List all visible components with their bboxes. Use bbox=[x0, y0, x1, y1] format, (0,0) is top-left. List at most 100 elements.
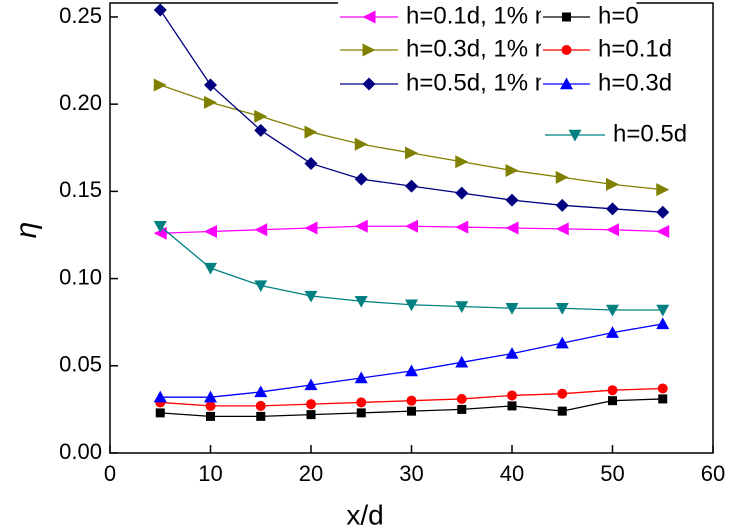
marker bbox=[304, 125, 318, 139]
marker bbox=[407, 406, 416, 416]
marker bbox=[354, 219, 368, 233]
x-tick-label: 40 bbox=[500, 461, 524, 486]
marker bbox=[356, 408, 366, 418]
marker bbox=[204, 390, 217, 403]
marker bbox=[254, 280, 268, 293]
marker bbox=[153, 390, 167, 403]
marker bbox=[354, 296, 368, 308]
marker bbox=[606, 326, 619, 338]
legend-marker bbox=[362, 77, 376, 91]
marker bbox=[455, 155, 469, 169]
marker bbox=[455, 301, 469, 313]
marker bbox=[606, 202, 619, 216]
marker bbox=[155, 408, 165, 418]
marker bbox=[153, 221, 167, 233]
y-tick-label: 0.05 bbox=[59, 352, 102, 377]
x-tick-label: 10 bbox=[198, 461, 222, 486]
marker bbox=[405, 364, 418, 377]
marker bbox=[356, 397, 367, 408]
marker bbox=[153, 78, 167, 92]
marker bbox=[354, 371, 368, 384]
marker bbox=[505, 193, 519, 207]
x-axis-label: x/d bbox=[346, 499, 383, 530]
marker bbox=[306, 410, 316, 420]
legend-marker bbox=[568, 129, 582, 142]
marker bbox=[204, 224, 217, 238]
y-tick-label: 0.25 bbox=[59, 3, 102, 28]
marker bbox=[204, 78, 217, 92]
marker bbox=[354, 137, 368, 151]
marker bbox=[204, 262, 217, 275]
marker bbox=[505, 347, 519, 359]
legend-label: h=0.1d bbox=[598, 35, 672, 62]
series-line bbox=[160, 323, 663, 398]
marker bbox=[656, 317, 670, 330]
marker bbox=[457, 404, 467, 414]
marker bbox=[557, 406, 567, 416]
marker bbox=[304, 221, 318, 235]
x-tick-label: 50 bbox=[600, 461, 624, 486]
marker bbox=[405, 219, 418, 233]
marker bbox=[656, 183, 670, 197]
marker bbox=[505, 163, 519, 177]
marker bbox=[505, 221, 519, 235]
marker bbox=[607, 385, 618, 396]
y-tick-label: 0.10 bbox=[59, 264, 102, 289]
legend-marker bbox=[362, 43, 376, 57]
legend-label: h=0 bbox=[598, 2, 639, 29]
marker bbox=[507, 390, 517, 401]
series-line bbox=[159, 225, 663, 311]
legend-marker bbox=[562, 12, 571, 22]
marker bbox=[254, 109, 268, 123]
legend-marker bbox=[560, 77, 573, 90]
marker bbox=[555, 336, 569, 349]
y-tick-label: 0.20 bbox=[59, 90, 102, 115]
x-tick-label: 60 bbox=[701, 461, 725, 486]
marker bbox=[657, 383, 668, 394]
marker bbox=[255, 400, 266, 411]
marker bbox=[507, 401, 517, 411]
legend-label: h=0.3d bbox=[598, 69, 672, 96]
y-tick-label: 0.00 bbox=[59, 439, 102, 464]
x-tick-label: 30 bbox=[399, 461, 423, 486]
marker bbox=[206, 411, 215, 421]
marker bbox=[254, 223, 268, 237]
marker bbox=[304, 378, 318, 391]
marker bbox=[555, 222, 569, 236]
marker bbox=[656, 304, 670, 317]
marker bbox=[555, 303, 569, 315]
legend-label: h=0.5d bbox=[613, 120, 687, 147]
marker bbox=[555, 198, 569, 212]
marker bbox=[606, 177, 619, 191]
marker bbox=[205, 400, 216, 411]
marker bbox=[606, 304, 619, 317]
marker bbox=[555, 170, 569, 184]
marker bbox=[656, 205, 670, 219]
marker bbox=[656, 224, 670, 238]
legend-marker bbox=[561, 45, 572, 55]
marker bbox=[256, 411, 266, 421]
marker bbox=[254, 385, 268, 398]
legend-marker bbox=[362, 10, 376, 24]
x-tick-label: 20 bbox=[299, 461, 323, 486]
marker bbox=[606, 223, 619, 237]
marker bbox=[455, 355, 469, 368]
marker bbox=[406, 395, 417, 406]
marker bbox=[204, 95, 217, 109]
y-axis-label: η bbox=[10, 222, 43, 239]
marker bbox=[153, 226, 167, 240]
marker bbox=[306, 399, 316, 410]
marker bbox=[456, 393, 467, 404]
marker bbox=[254, 123, 268, 137]
marker bbox=[354, 172, 368, 186]
y-tick-label: 0.15 bbox=[59, 177, 102, 202]
marker bbox=[658, 394, 668, 404]
marker bbox=[405, 299, 418, 312]
marker bbox=[153, 3, 167, 17]
marker bbox=[405, 179, 418, 193]
marker bbox=[304, 156, 318, 170]
marker bbox=[405, 146, 418, 160]
marker bbox=[455, 186, 469, 200]
x-tick-label: 0 bbox=[104, 461, 116, 486]
